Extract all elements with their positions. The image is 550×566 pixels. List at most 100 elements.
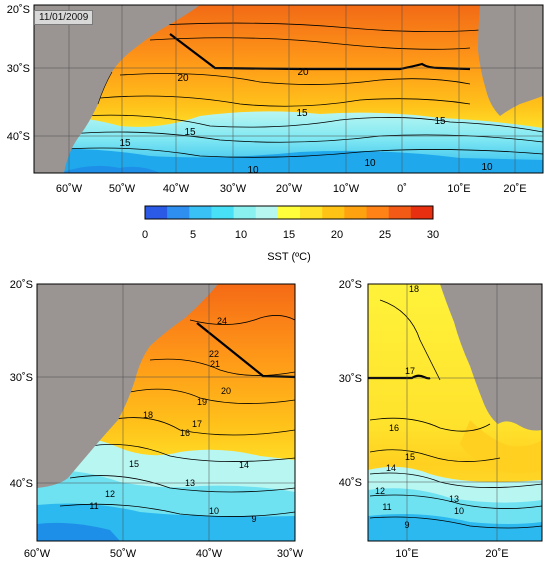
contour-label: 22 — [209, 349, 219, 359]
lon-label: 30˚W — [277, 548, 304, 560]
top-map-panel — [34, 5, 543, 173]
lon-label: 20˚E — [485, 548, 508, 560]
bottom-right-map-panel — [368, 284, 542, 541]
contour-label: 12 — [105, 489, 115, 499]
top-lon-labels: 60˚W 50˚W 40˚W 30˚W 20˚W 10˚W 0˚ 10˚E 20… — [56, 183, 527, 195]
colorbar-segment — [167, 206, 190, 219]
land-south-america — [37, 284, 218, 488]
top-frame — [33, 4, 544, 174]
colorbar-tick: 20 — [331, 229, 343, 241]
lat-label: 30˚S — [339, 373, 362, 385]
land-africa — [478, 5, 543, 116]
contour-label: 17 — [405, 366, 415, 376]
lon-label: 40˚W — [196, 548, 223, 560]
contour-label: 12 — [375, 486, 385, 496]
colorbar-segment — [255, 206, 279, 219]
contour-label: 11 — [382, 502, 391, 512]
lon-label: 20˚W — [276, 183, 303, 195]
land-africa — [440, 284, 542, 431]
lon-label: 10˚W — [333, 183, 360, 195]
colorbar-segment — [410, 206, 434, 219]
bottom-right-lon-labels: 10˚E 20˚E — [395, 548, 508, 560]
bottom-left-frame — [36, 283, 296, 542]
contour-label: 10 — [209, 506, 219, 516]
contour-label: 18 — [409, 284, 419, 294]
contour-label: 15 — [184, 127, 196, 138]
date-label: 11/01/2009 — [34, 10, 94, 25]
colorbar-tick: 15 — [283, 229, 295, 241]
top-graticule — [34, 5, 543, 173]
bottom-left-contour-labels: 24 22 21 20 19 18 17 16 15 14 13 12 11 1… — [89, 316, 256, 524]
colorbar-segment — [344, 206, 368, 219]
contour-label: 20 — [177, 73, 189, 84]
contour-label: 15 — [434, 116, 446, 127]
bottom-right-contour-labels: 18 17 16 15 14 13 12 11 10 9 — [375, 284, 464, 530]
contour-label: 16 — [180, 428, 190, 438]
colorbar-tick: 0 — [142, 229, 148, 241]
contour-label: 21 — [210, 359, 220, 369]
contour-label: 10 — [247, 165, 259, 176]
lat-label: 20˚S — [10, 279, 33, 291]
contour-label: 18 — [143, 410, 153, 420]
colorbar-tick: 25 — [379, 229, 391, 241]
colorbar-tick: 5 — [190, 229, 196, 241]
contour-label: 13 — [449, 494, 459, 504]
contour-label: 16 — [389, 423, 399, 433]
contour-label: 24 — [217, 316, 227, 326]
contour-label: 17 — [192, 419, 202, 429]
colorbar-segment — [300, 206, 323, 219]
contour-label: 15 — [296, 108, 308, 119]
transect-line — [196, 322, 295, 379]
colorbar-ticks: 0 5 10 15 20 25 30 — [142, 229, 439, 241]
land-south-america — [34, 5, 200, 173]
lat-label: 20˚S — [7, 4, 30, 16]
colorbar-segment — [145, 206, 168, 219]
lon-label: 50˚W — [109, 183, 136, 195]
bottom-left-lat-labels: 20˚S 30˚S 40˚S — [10, 279, 33, 490]
lon-label: 0˚ — [397, 183, 407, 195]
top-contours — [49, 22, 543, 158]
lon-label: 20˚E — [503, 183, 526, 195]
transect-line — [368, 374, 431, 380]
contour-label: 20 — [297, 67, 309, 78]
bottom-left-graticule — [37, 284, 295, 541]
contour-label: 10 — [454, 506, 464, 516]
contour-label: 14 — [386, 463, 396, 473]
lon-label: 40˚W — [163, 183, 190, 195]
lon-label: 10˚E — [395, 548, 418, 560]
bottom-left-map-panel — [37, 284, 295, 541]
contour-label: 15 — [405, 452, 415, 462]
lat-label: 30˚S — [7, 63, 30, 75]
lat-label: 30˚S — [10, 372, 33, 384]
lat-label: 40˚S — [7, 131, 30, 143]
contour-label: 9 — [404, 520, 409, 530]
contour-label: 19 — [197, 397, 207, 407]
colorbar-segment — [189, 206, 212, 219]
colorbar-segment — [277, 206, 301, 219]
bottom-right-graticule — [368, 284, 542, 541]
colorbar-segment — [322, 206, 345, 219]
colorbar-tick: 30 — [427, 229, 439, 241]
lat-label: 20˚S — [339, 279, 362, 291]
contour-label: 20 — [221, 386, 231, 396]
top-lat-labels: 20˚S 30˚S 40˚S — [7, 4, 30, 143]
colorbar-frame — [144, 205, 434, 220]
colorbar-segment — [233, 206, 257, 219]
bottom-right-frame — [367, 283, 543, 542]
top-contour-labels: 20 20 15 15 15 15 10 10 10 — [119, 67, 493, 176]
lon-label: 50˚W — [110, 548, 137, 560]
lon-label: 30˚W — [220, 183, 247, 195]
contour-label: 9 — [251, 514, 256, 524]
colorbar-segment — [388, 206, 412, 219]
colorbar-label: SST (ºC) — [267, 251, 311, 263]
contour-label: 11 — [89, 501, 98, 511]
lat-label: 40˚S — [10, 478, 33, 490]
lon-label: 10˚E — [447, 183, 470, 195]
contour-label: 10 — [481, 162, 493, 173]
contour-label: 15 — [119, 138, 131, 149]
contour-label: 10 — [364, 158, 376, 169]
colorbar-segment — [366, 206, 390, 219]
lon-label: 60˚W — [24, 548, 51, 560]
lat-label: 40˚S — [339, 477, 362, 489]
